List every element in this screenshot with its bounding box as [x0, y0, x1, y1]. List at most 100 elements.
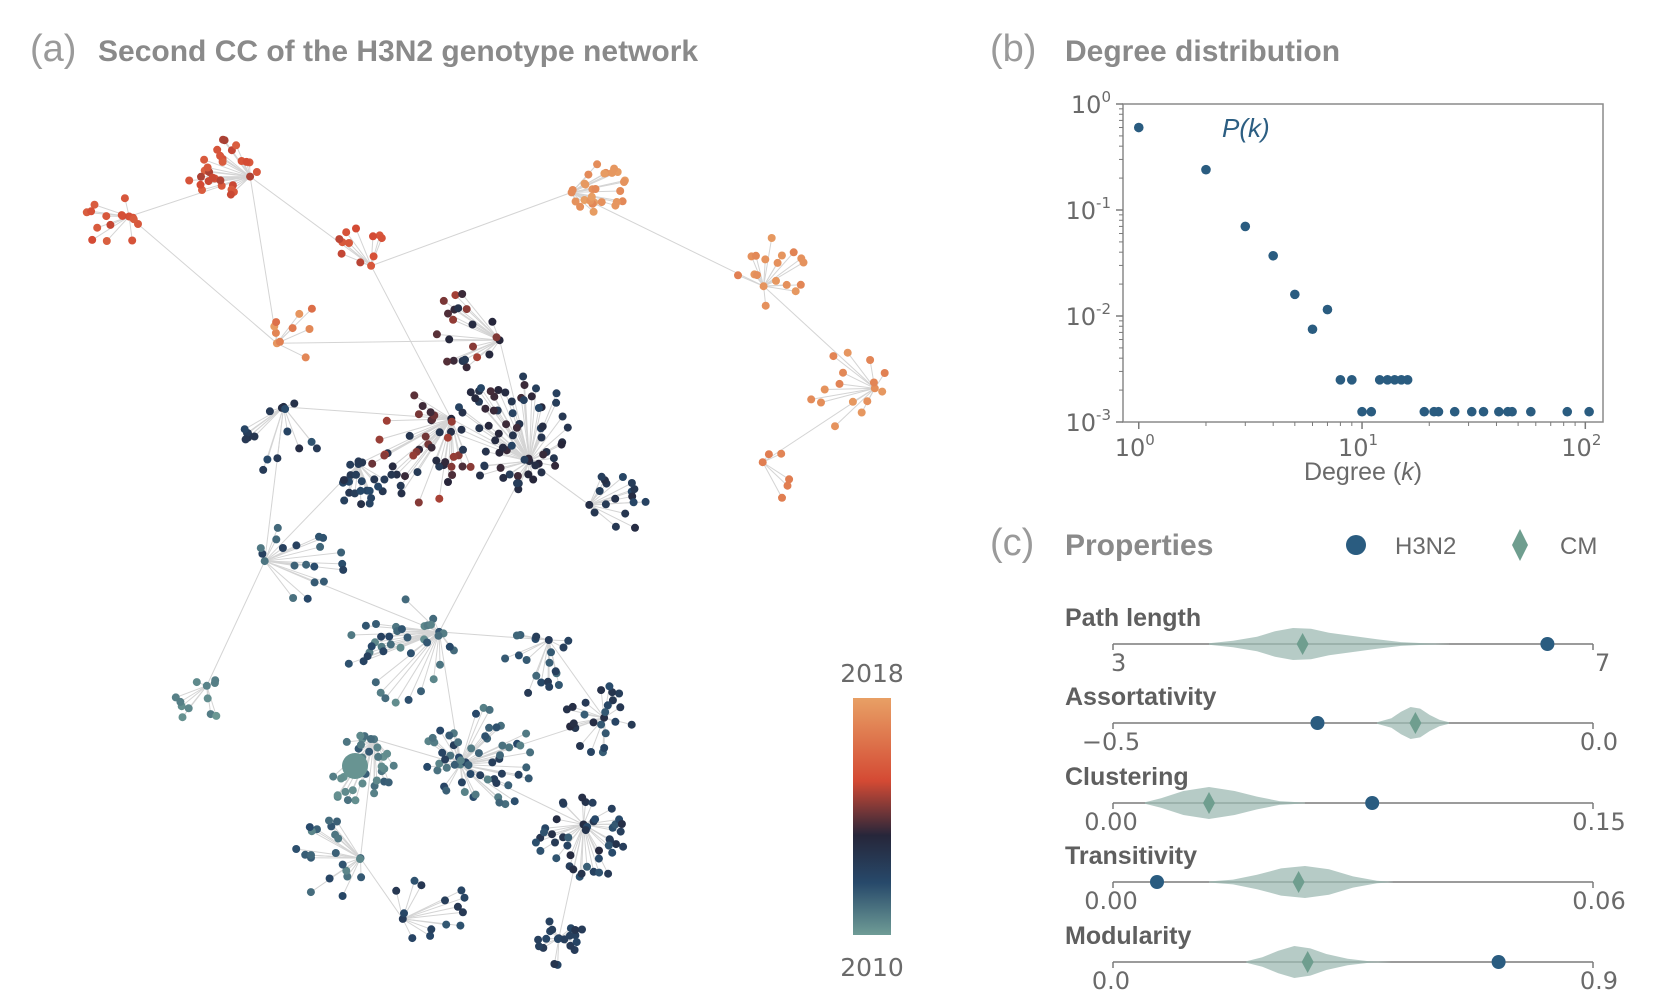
- network-edge: [459, 707, 485, 765]
- legend-cm-marker: [1512, 529, 1528, 561]
- network-node: [542, 934, 551, 943]
- network-node: [621, 509, 630, 518]
- network-node: [345, 239, 353, 247]
- network-node: [504, 781, 513, 790]
- network-node: [120, 194, 129, 203]
- network-edge: [528, 396, 533, 462]
- network-node: [578, 793, 587, 802]
- network-edge: [459, 713, 477, 765]
- network-node: [522, 729, 531, 738]
- network-node: [417, 687, 425, 696]
- network-node: [618, 197, 627, 206]
- panel-c-title: Properties: [1065, 529, 1213, 562]
- network-node: [429, 675, 438, 684]
- degree-point: [1374, 375, 1385, 385]
- network-node: [389, 761, 398, 770]
- network-edge: [528, 388, 537, 462]
- x-tick-label: 101: [1338, 431, 1378, 462]
- network-node: [589, 718, 598, 727]
- network-edge: [249, 176, 372, 267]
- network-edge: [335, 852, 361, 859]
- network-node: [365, 486, 374, 495]
- network-edge: [358, 463, 385, 480]
- network-node: [611, 494, 620, 503]
- network-edge: [528, 416, 563, 462]
- network-node: [449, 315, 458, 324]
- network-node: [212, 711, 221, 720]
- network-node: [485, 350, 494, 359]
- network-node: [388, 462, 397, 471]
- network-node: [612, 840, 620, 849]
- network-edge: [408, 631, 440, 701]
- network-edge: [264, 560, 309, 600]
- network-node: [476, 771, 485, 780]
- network-edge: [450, 431, 530, 462]
- network-node: [357, 500, 366, 509]
- network-node: [339, 476, 348, 485]
- network-node: [263, 455, 272, 464]
- network-node: [601, 729, 610, 738]
- network-edge: [283, 406, 300, 449]
- network-node: [370, 789, 379, 798]
- colorbar-gradient: [853, 698, 891, 935]
- network-node: [197, 172, 205, 181]
- network-node: [566, 941, 575, 950]
- network-node: [563, 423, 572, 432]
- network-node: [453, 902, 462, 911]
- network-edge: [763, 262, 804, 287]
- network-edge: [459, 727, 497, 765]
- network-edge: [573, 717, 605, 724]
- property-name: Path length: [1065, 604, 1201, 632]
- network-node: [505, 743, 514, 752]
- legend-h3n2-label: H3N2: [1395, 533, 1456, 560]
- network-node: [590, 508, 599, 517]
- network-node: [617, 820, 626, 828]
- network-node: [292, 845, 301, 853]
- network-edge: [762, 461, 788, 487]
- network-edge: [529, 460, 590, 506]
- network-node: [342, 228, 351, 237]
- network-node: [271, 328, 280, 337]
- network-node: [497, 769, 506, 778]
- network-edge: [763, 251, 795, 287]
- network-edge: [348, 242, 372, 267]
- network-node: [432, 456, 441, 465]
- network-node: [751, 251, 760, 260]
- network-node: [356, 258, 365, 267]
- network-edge: [254, 406, 284, 437]
- network-node: [252, 168, 261, 176]
- network-edge: [839, 383, 875, 389]
- network-edge: [588, 476, 603, 506]
- network-edge: [249, 176, 278, 344]
- network-edge: [264, 536, 320, 562]
- network-node: [443, 357, 452, 366]
- network-edge: [451, 418, 530, 462]
- degree-point: [1382, 375, 1393, 385]
- network-node: [486, 387, 495, 396]
- network-node: [494, 386, 503, 394]
- degree-point: [1133, 122, 1144, 133]
- network-node: [216, 176, 225, 185]
- network-node: [338, 860, 347, 869]
- network-node: [335, 235, 344, 244]
- network-node: [514, 651, 523, 660]
- network-node: [514, 485, 523, 494]
- network-node: [498, 741, 507, 750]
- y-tick-label: 10-1: [1065, 194, 1111, 225]
- network-node: [545, 682, 554, 691]
- network-node: [457, 425, 466, 434]
- network-node: [537, 678, 546, 687]
- degree-point: [1584, 406, 1594, 417]
- network-node: [342, 866, 351, 875]
- network-node: [835, 379, 844, 388]
- network-node: [471, 394, 480, 403]
- network-edge: [540, 639, 550, 683]
- network-edge: [504, 639, 549, 659]
- network-node: [449, 356, 458, 365]
- property-row: Clustering 0.00 0.15: [1065, 763, 1626, 836]
- network-node: [502, 420, 511, 429]
- network-node: [404, 695, 413, 704]
- network-node: [785, 475, 794, 484]
- network-node: [435, 462, 444, 471]
